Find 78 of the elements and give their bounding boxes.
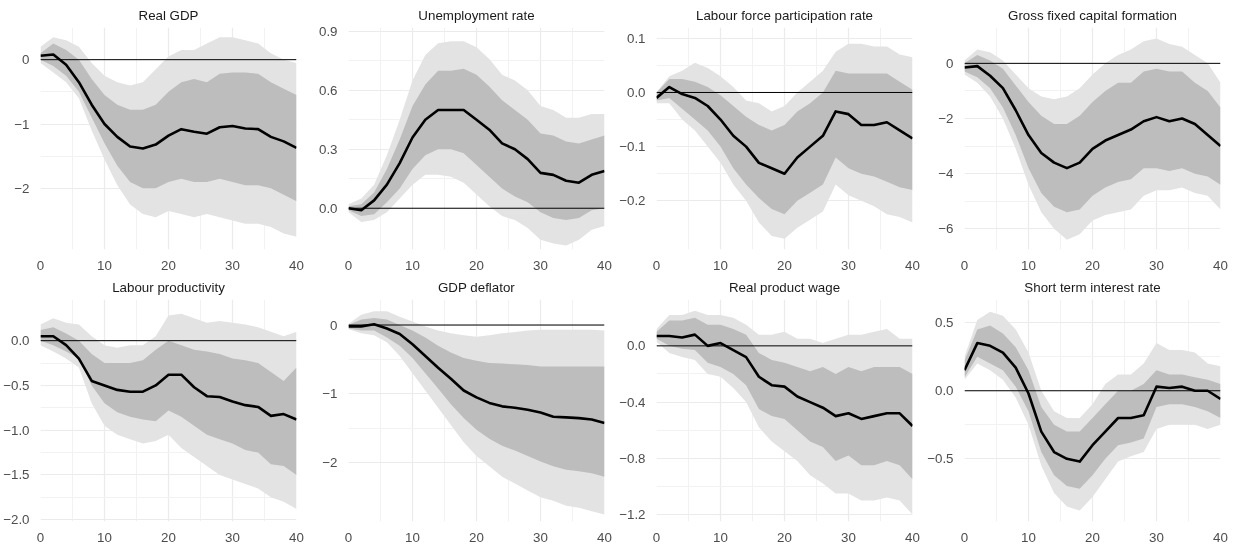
y-tick-label: 0.0 xyxy=(10,333,30,349)
x-tick-label: 20 xyxy=(777,529,792,545)
y-tick-label: −1.2 xyxy=(619,506,646,522)
chart-title: Real GDP xyxy=(138,7,199,23)
x-tick-label: 20 xyxy=(161,257,176,273)
x-tick-label: 20 xyxy=(469,257,484,273)
y-tick-label: −1 xyxy=(14,116,30,132)
x-tick-label: 10 xyxy=(713,257,728,273)
y-tick-label: −0.1 xyxy=(619,139,646,155)
y-tick-label: 0 xyxy=(330,317,338,333)
y-tick-label: 0.1 xyxy=(626,30,646,46)
y-tick-label: −2.0 xyxy=(3,512,30,528)
x-tick-label: 30 xyxy=(533,257,548,273)
y-tick-label: 0.6 xyxy=(318,82,338,98)
x-tick-label: 20 xyxy=(777,257,792,273)
y-tick-label: −1.0 xyxy=(3,422,30,438)
chart-title: Short term interest rate xyxy=(1024,279,1161,295)
x-tick-label: 30 xyxy=(841,257,856,273)
x-tick-label: 40 xyxy=(289,257,304,273)
chart-title: Unemployment rate xyxy=(418,7,535,23)
y-tick-label: −0.4 xyxy=(619,394,647,410)
x-tick-label: 0 xyxy=(36,529,45,545)
x-tick-label: 0 xyxy=(960,529,969,545)
y-tick-label: −6 xyxy=(938,221,954,237)
y-tick-label: −2 xyxy=(14,180,30,196)
y-tick-label: 0.0 xyxy=(934,383,954,399)
x-tick-label: 30 xyxy=(225,529,240,545)
x-tick-label: 40 xyxy=(597,529,612,545)
x-tick-label: 0 xyxy=(960,257,969,273)
x-tick-label: 10 xyxy=(1021,529,1036,545)
chart-title: Gross fixed capital formation xyxy=(1008,7,1177,23)
y-tick-label: 0.0 xyxy=(626,84,646,100)
x-tick-label: 20 xyxy=(1085,257,1100,273)
x-tick-label: 40 xyxy=(905,529,920,545)
x-tick-label: 10 xyxy=(97,529,112,545)
x-tick-label: 40 xyxy=(905,257,920,273)
x-tick-label: 30 xyxy=(225,257,240,273)
x-tick-label: 0 xyxy=(36,257,45,273)
x-tick-label: 30 xyxy=(1149,529,1164,545)
x-tick-label: 10 xyxy=(713,529,728,545)
x-tick-label: 0 xyxy=(652,257,661,273)
y-tick-label: 0.0 xyxy=(626,338,646,354)
y-tick-label: 0.0 xyxy=(318,200,338,216)
x-tick-label: 0 xyxy=(652,529,661,545)
x-tick-label: 10 xyxy=(405,257,420,273)
x-tick-label: 20 xyxy=(1085,529,1100,545)
x-tick-label: 10 xyxy=(97,257,112,273)
x-tick-label: 40 xyxy=(1213,257,1228,273)
x-tick-label: 40 xyxy=(597,257,612,273)
y-tick-label: −2 xyxy=(322,455,338,471)
x-tick-label: 30 xyxy=(841,529,856,545)
x-tick-label: 40 xyxy=(1213,529,1228,545)
y-tick-label: −0.5 xyxy=(3,377,30,393)
y-tick-label: 0.9 xyxy=(318,23,338,39)
y-tick-label: 0 xyxy=(946,55,954,71)
x-tick-label: 20 xyxy=(161,529,176,545)
y-tick-label: 0 xyxy=(22,52,30,68)
x-tick-label: 20 xyxy=(469,529,484,545)
y-tick-label: −0.5 xyxy=(927,451,954,467)
x-tick-label: 30 xyxy=(1149,257,1164,273)
y-tick-label: −2 xyxy=(938,111,954,127)
x-tick-label: 0 xyxy=(344,529,353,545)
x-tick-label: 10 xyxy=(405,529,420,545)
chart-title: GDP deflator xyxy=(437,279,516,295)
chart-title: Labour force participation rate xyxy=(695,7,874,23)
x-tick-label: 30 xyxy=(533,529,548,545)
y-tick-label: −1.5 xyxy=(3,467,30,483)
y-tick-label: −0.2 xyxy=(619,193,646,209)
x-tick-label: 40 xyxy=(289,529,304,545)
chart-title: Labour productivity xyxy=(112,279,226,295)
y-tick-label: 0.5 xyxy=(934,315,954,331)
x-tick-label: 0 xyxy=(344,257,353,273)
y-tick-label: −0.8 xyxy=(619,450,646,466)
chart-title: Real product wage xyxy=(728,279,841,295)
y-tick-label: 0.3 xyxy=(318,141,338,157)
y-tick-label: −4 xyxy=(938,166,955,182)
y-tick-label: −1 xyxy=(322,386,338,402)
x-tick-label: 10 xyxy=(1021,257,1036,273)
